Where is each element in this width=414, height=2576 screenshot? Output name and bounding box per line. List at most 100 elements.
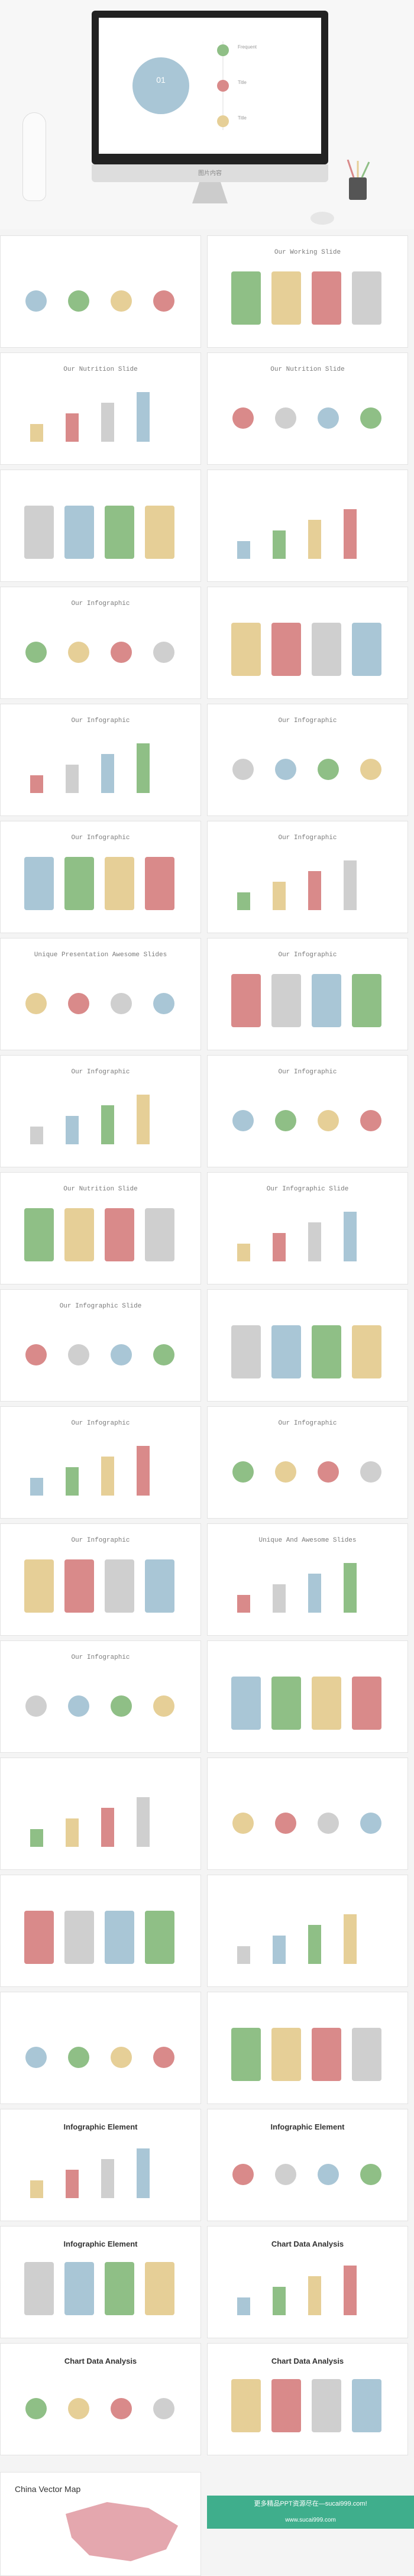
slide-thumbnail[interactable]: Infographic Element — [207, 2109, 408, 2221]
slide-title: Our Infographic Slide — [59, 1303, 142, 1310]
slide-graphic — [231, 2379, 381, 2432]
slide-thumbnail[interactable] — [207, 1875, 408, 1987]
slide-thumbnail[interactable]: Our Infographic — [0, 1640, 201, 1753]
slide-shape — [30, 775, 43, 793]
slide-thumbnail[interactable] — [0, 1758, 201, 1870]
slide-title: Chart Data Analysis — [64, 2357, 137, 2365]
slide-thumbnail[interactable]: Infographic Element — [0, 2109, 201, 2221]
slide-title: Our Infographic — [71, 600, 130, 607]
monitor-screen: 01 Frequent Title Title — [99, 18, 321, 154]
slide-thumbnail[interactable]: Our Nutrition Slide — [0, 352, 201, 465]
slide-graphic — [30, 743, 150, 793]
slide-thumbnail[interactable]: Our Infographic — [207, 704, 408, 816]
slide-title: Our Nutrition Slide — [63, 1186, 138, 1193]
slide-shape — [30, 424, 43, 442]
slide-shape — [275, 2164, 296, 2185]
slide-thumbnail[interactable]: Our Infographic — [207, 1055, 408, 1167]
slide-title: Chart Data Analysis — [271, 2240, 344, 2248]
slide-thumbnail[interactable]: Our Infographic — [0, 821, 201, 933]
slide-shape — [352, 2028, 381, 2081]
slide-title: Our Infographic — [278, 717, 337, 724]
slide-thumbnail[interactable]: Our Working Slide — [207, 235, 408, 348]
slide-thumbnail[interactable]: Our Infographic Slide — [0, 1289, 201, 1402]
slide-thumbnail[interactable]: Our Infographic — [0, 704, 201, 816]
slide-thumbnail[interactable] — [207, 470, 408, 582]
slide-thumbnail[interactable]: Our Infographic — [207, 938, 408, 1050]
slide-thumbnail[interactable]: Our Nutrition Slide — [0, 1172, 201, 1284]
slide-graphic — [25, 290, 174, 312]
slide-shape — [273, 2287, 286, 2315]
slide-shape — [101, 1105, 114, 1144]
slide-graphic — [25, 1695, 174, 1717]
slide-graphic — [24, 1559, 174, 1613]
slide-thumbnail[interactable]: Our Nutrition Slide — [207, 352, 408, 465]
slide-shape — [273, 1584, 286, 1613]
slide-shape — [66, 2170, 79, 2198]
slide-shape — [271, 623, 301, 676]
slide-thumbnail[interactable]: Chart Data Analysis — [0, 2343, 201, 2455]
slide-shape — [145, 2262, 174, 2315]
slide-thumbnail[interactable]: Chart Data Analysis — [207, 2343, 408, 2455]
slide-shape — [64, 506, 94, 559]
slide-shape — [101, 1808, 114, 1847]
slide-thumbnail[interactable]: Unique Presentation Awesome Slides — [0, 938, 201, 1050]
slide-shape — [30, 1478, 43, 1496]
slide-shape — [153, 290, 174, 312]
slide-shape — [352, 1677, 381, 1730]
slide-thumbnail[interactable]: Infographic Element — [0, 2226, 201, 2338]
slide-shape — [25, 2047, 47, 2068]
slide-shape — [153, 2398, 174, 2419]
slide-shape — [232, 1461, 254, 1483]
slide-graphic — [237, 1563, 357, 1613]
slide-shape — [24, 1559, 54, 1613]
slide-thumbnail[interactable] — [207, 1758, 408, 1870]
slide-graphic — [232, 1461, 381, 1483]
slide-shape — [273, 1233, 286, 1261]
slide-shape — [111, 2398, 132, 2419]
slide-thumbnail[interactable] — [207, 1640, 408, 1753]
slide-thumbnail[interactable]: Our Infographic — [0, 1055, 201, 1167]
slide-thumbnail[interactable] — [207, 587, 408, 699]
slide-shape — [273, 1936, 286, 1964]
slide-graphic — [24, 2262, 174, 2315]
slide-shape — [312, 623, 341, 676]
slide-shape — [344, 2266, 357, 2315]
slide-shape — [318, 759, 339, 780]
slide-shape — [231, 974, 261, 1027]
slide-shape — [64, 1911, 94, 1964]
slide-thumbnail[interactable]: Our Infographic — [207, 1406, 408, 1519]
slide-shape — [68, 1344, 89, 1365]
slide-thumbnail[interactable]: Unique And Awesome Slides — [207, 1523, 408, 1636]
slide-thumbnail[interactable]: Our Infographic — [207, 821, 408, 933]
slide-shape — [68, 2398, 89, 2419]
slide-thumbnail[interactable] — [0, 1875, 201, 1987]
slide-thumbnail[interactable]: Chart Data Analysis — [207, 2226, 408, 2338]
slide-shape — [232, 1110, 254, 1131]
slide-graphic — [30, 1446, 150, 1496]
slide-thumbnail[interactable]: Our Infographic Slide — [207, 1172, 408, 1284]
slide-thumbnail[interactable] — [207, 1289, 408, 1402]
slide-shape — [360, 1813, 381, 1834]
slide-thumbnail[interactable] — [207, 1992, 408, 2104]
slide-thumbnail[interactable] — [0, 470, 201, 582]
slide-thumbnail[interactable] — [0, 1992, 201, 2104]
slide-thumbnail[interactable]: Our Infographic — [0, 1406, 201, 1519]
map-title: China Vector Map — [15, 2484, 81, 2494]
slide-shape — [153, 993, 174, 1014]
slide-shape — [111, 1344, 132, 1365]
slide-shape — [24, 857, 54, 910]
slide-graphic — [30, 1797, 150, 1847]
pencil-cup-illustration — [347, 160, 370, 200]
slide-thumbnail[interactable]: Our Infographic — [0, 1523, 201, 1636]
vase-illustration — [22, 112, 46, 201]
slide-thumbnail[interactable] — [0, 235, 201, 348]
slide-shape — [231, 623, 261, 676]
slide-title: Our Infographic — [71, 1069, 130, 1076]
slide-title: Our Working Slide — [274, 249, 341, 256]
slide-thumbnail[interactable]: Our Infographic — [0, 587, 201, 699]
slide-graphic — [237, 509, 357, 559]
slide-graphic — [232, 1813, 381, 1834]
slide-graphic — [237, 1914, 357, 1964]
slide-graphic — [231, 2028, 381, 2081]
